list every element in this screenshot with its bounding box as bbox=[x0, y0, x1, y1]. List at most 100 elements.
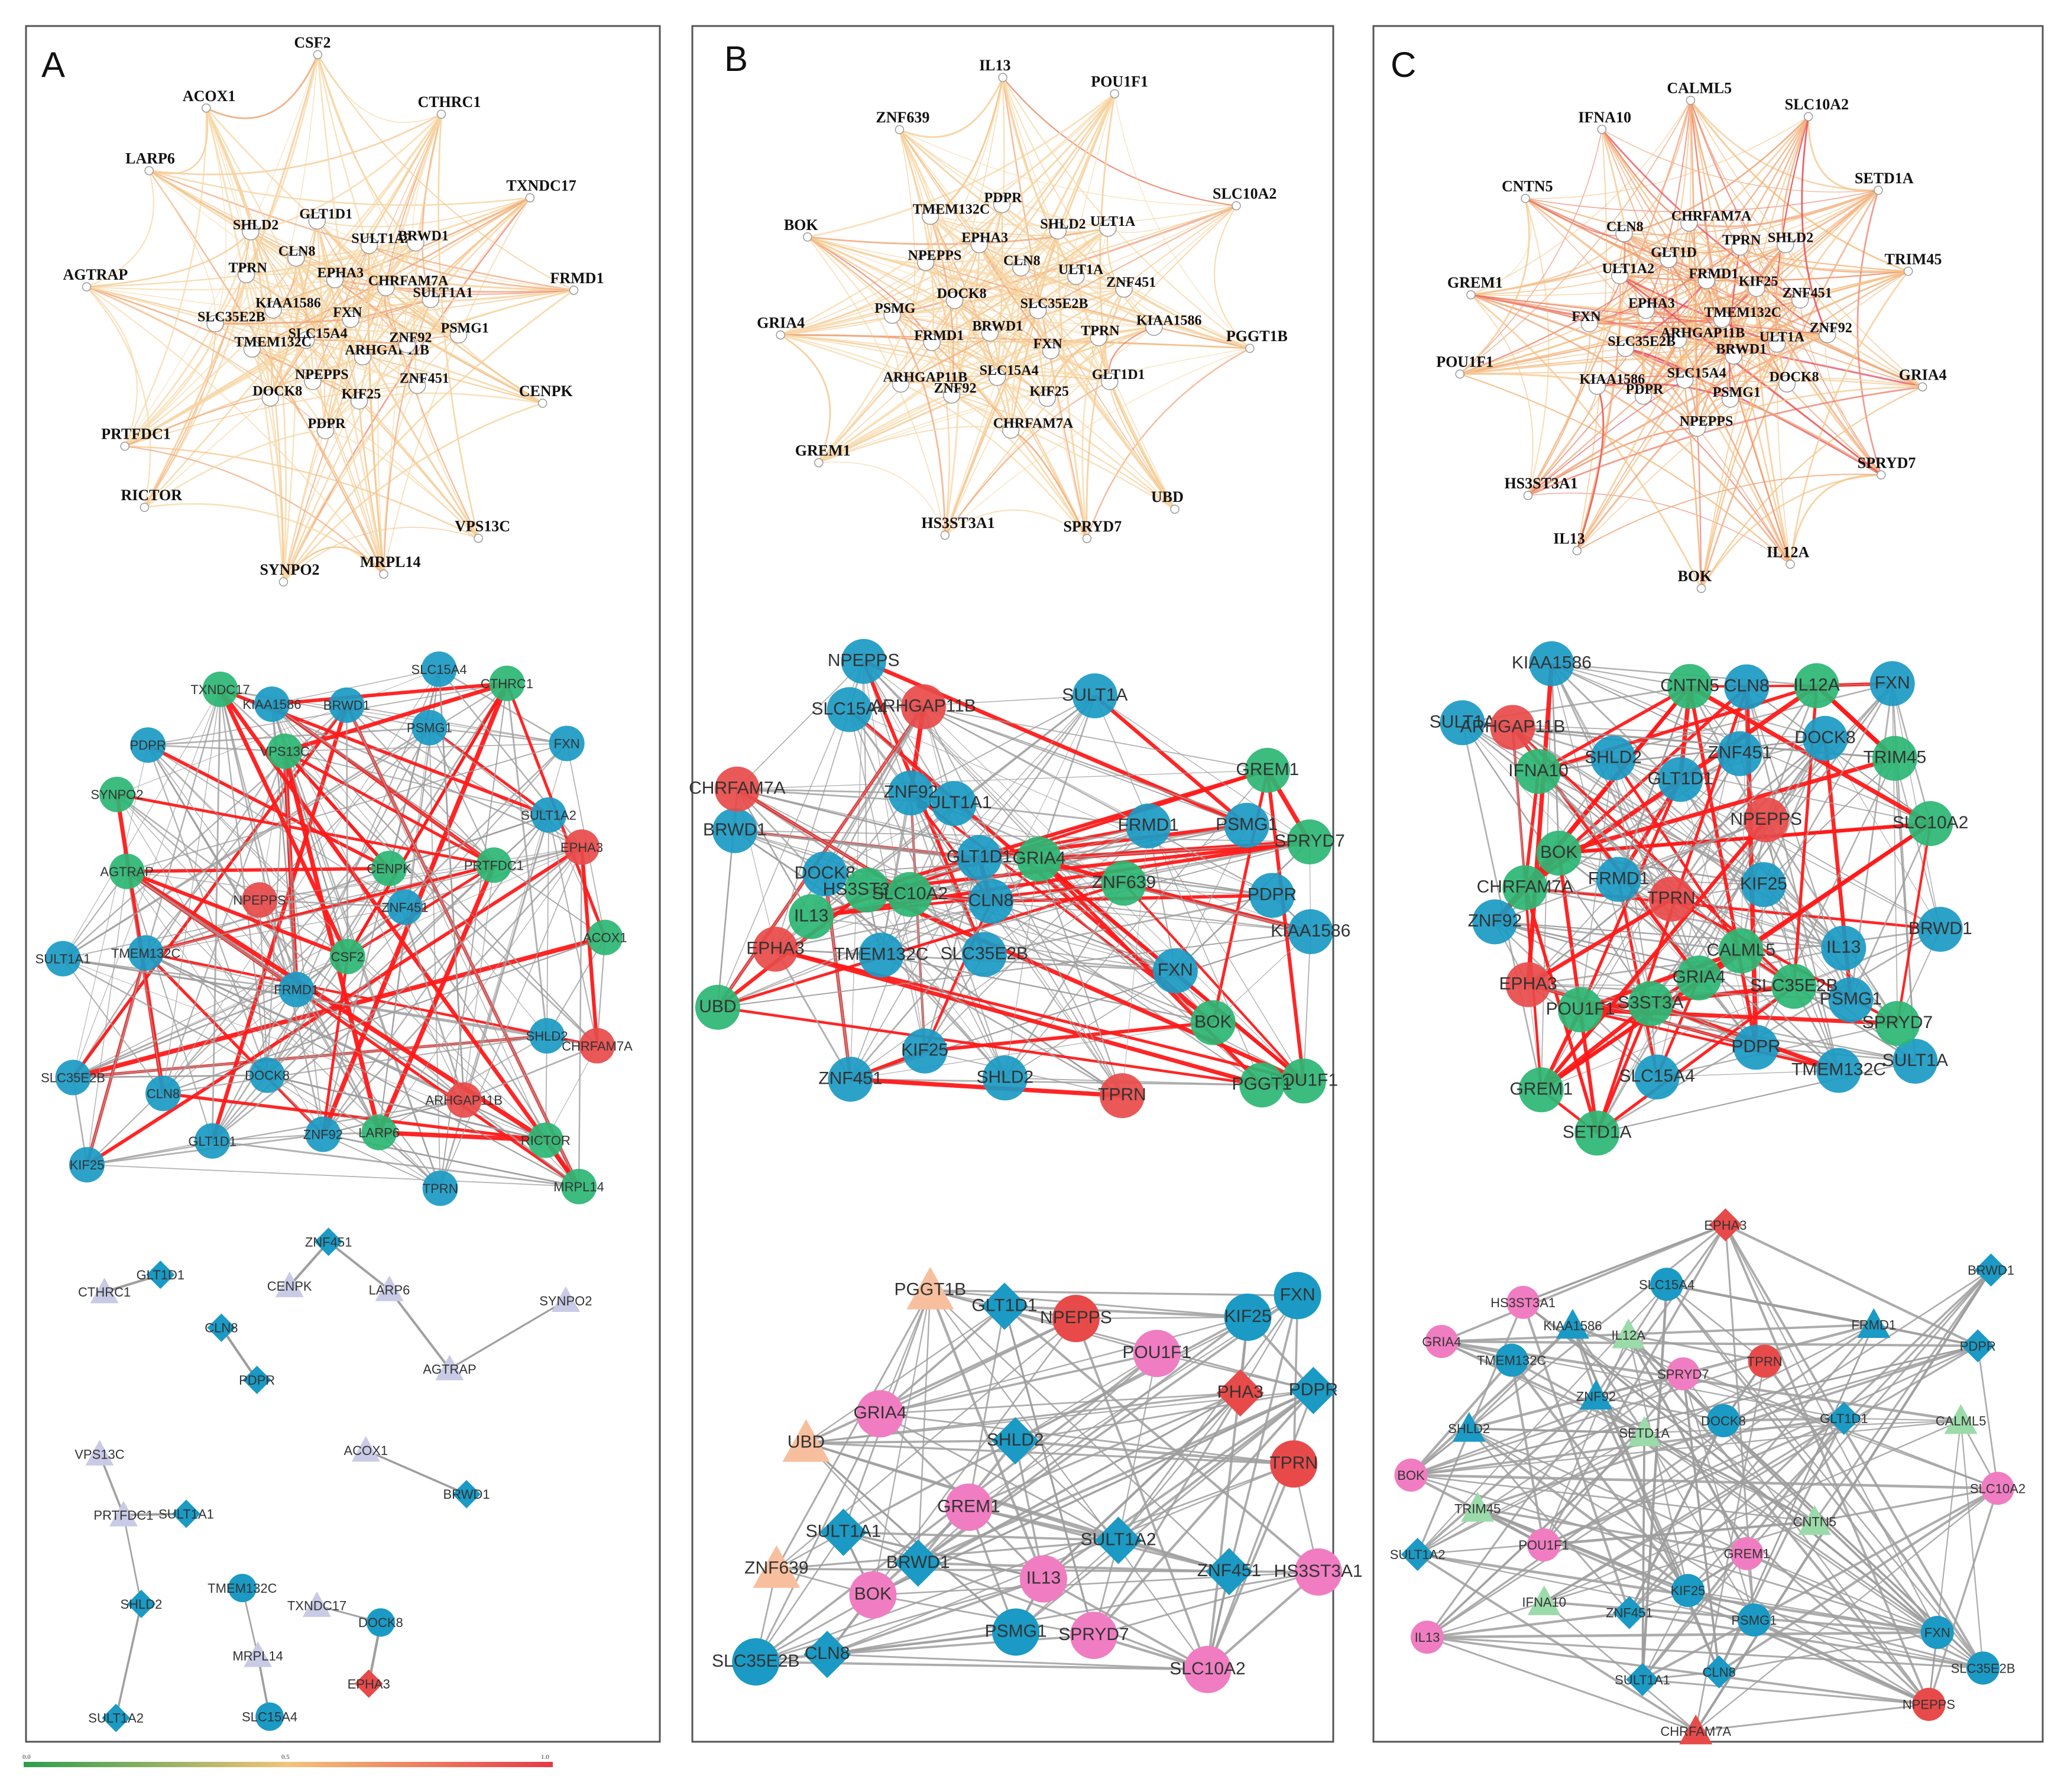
edge bbox=[322, 956, 349, 1135]
node-label-dock8: DOCK8 bbox=[795, 863, 856, 883]
edge bbox=[259, 900, 268, 1075]
edge bbox=[944, 377, 998, 536]
node-tmem132c bbox=[858, 932, 904, 978]
edge bbox=[205, 107, 459, 336]
node-label-glt1d1: GLT1D1 bbox=[299, 207, 352, 222]
edge bbox=[1525, 663, 1554, 985]
edge bbox=[506, 683, 548, 1036]
edge bbox=[930, 215, 1109, 236]
edge bbox=[259, 847, 582, 900]
node-label-trim45: TRIM45 bbox=[1454, 1501, 1501, 1516]
edge bbox=[951, 336, 1099, 396]
node-psmg bbox=[883, 306, 901, 324]
node-slc35e2b bbox=[1616, 339, 1635, 357]
node-label-tprn: TPRN bbox=[1722, 233, 1761, 248]
edge bbox=[1642, 1678, 1929, 1706]
scale-min-label: 0.0 bbox=[22, 1754, 31, 1761]
node-label-epha3: EPHA3 bbox=[1628, 296, 1675, 312]
edge bbox=[317, 54, 574, 291]
edge bbox=[1411, 1360, 1765, 1476]
edge bbox=[218, 688, 349, 958]
edge bbox=[86, 1099, 464, 1166]
edge bbox=[267, 1074, 546, 1142]
node-label-znf92: ZNF92 bbox=[1810, 320, 1852, 336]
node-slc10a2 bbox=[1803, 112, 1813, 121]
edge bbox=[439, 847, 582, 1189]
edge bbox=[1015, 1353, 1158, 1441]
edge bbox=[954, 299, 1052, 352]
edge bbox=[124, 323, 216, 447]
node-label-frmd1: FRMD1 bbox=[1588, 869, 1649, 888]
edge bbox=[126, 869, 348, 958]
node-label-cntn5: CNTN5 bbox=[1502, 178, 1553, 195]
edge bbox=[1625, 280, 1707, 349]
node-psmg1 bbox=[992, 1608, 1040, 1656]
node-label-pdpr: PDPR bbox=[1289, 1380, 1338, 1399]
edge bbox=[1543, 1417, 1845, 1603]
scale-mid-label: 0.5 bbox=[281, 1754, 290, 1761]
node-cenpk bbox=[537, 398, 547, 408]
edge bbox=[163, 1035, 547, 1094]
node-label-sult1a1: SULT1A1 bbox=[413, 285, 473, 300]
node-label-tprn: TPRN bbox=[1098, 1085, 1146, 1104]
node-label-bok: BOK bbox=[1397, 1468, 1425, 1483]
edge bbox=[892, 289, 1125, 316]
node-label-spryd7: SPRYD7 bbox=[1063, 518, 1122, 535]
edge bbox=[429, 197, 531, 300]
edge bbox=[1725, 1223, 1979, 1347]
edge bbox=[1628, 1334, 1765, 1363]
edge bbox=[899, 129, 955, 301]
edge bbox=[879, 1317, 1077, 1415]
edge bbox=[1775, 244, 1788, 384]
node-synpo2 bbox=[551, 1286, 580, 1313]
node-label-sult1a1: SULT1A1 bbox=[1615, 1673, 1670, 1687]
panel-a-top-network: CSF2 CTHRC1 TXNDC17 FRMD1 CENPK VPS13C MRPL14 S… bbox=[63, 34, 604, 586]
edge bbox=[1690, 100, 1791, 565]
edge bbox=[807, 236, 1155, 328]
edge bbox=[990, 900, 1176, 971]
edge bbox=[944, 300, 960, 536]
node-label-shld2: SHLD2 bbox=[526, 1029, 568, 1044]
node-label-il12a: IL12A bbox=[1793, 675, 1839, 695]
edge bbox=[1544, 1420, 1961, 1603]
edge bbox=[930, 205, 1237, 226]
edge bbox=[1003, 1305, 1320, 1573]
edge bbox=[1596, 985, 1795, 1135]
node-cthrc1 bbox=[489, 665, 525, 701]
edge bbox=[818, 348, 1250, 464]
node-label-rictor: RICTOR bbox=[121, 487, 182, 504]
node-s3st3a bbox=[1628, 981, 1673, 1026]
edge bbox=[1799, 189, 1879, 300]
node-label-slc15a4: SLC15A4 bbox=[980, 363, 1039, 378]
node-gria4 bbox=[1676, 955, 1722, 1001]
node-npepps bbox=[1912, 1687, 1946, 1721]
edge bbox=[1576, 129, 1607, 551]
node-ifna10 bbox=[1597, 125, 1607, 134]
edge bbox=[1697, 334, 1828, 429]
node-sult1a1 bbox=[931, 781, 977, 827]
edge bbox=[1540, 663, 1553, 1090]
node-cthrc1 bbox=[90, 1278, 119, 1304]
edge bbox=[1684, 333, 1828, 381]
edge bbox=[925, 261, 1250, 349]
edge bbox=[825, 841, 1310, 875]
node-label-tprn: TPRN bbox=[1647, 889, 1696, 908]
node-brwd1 bbox=[1917, 906, 1963, 952]
node-label-dock8: DOCK8 bbox=[252, 384, 302, 399]
edge bbox=[215, 197, 530, 325]
edge bbox=[1528, 492, 1791, 565]
edge bbox=[127, 867, 390, 873]
node-pdpr bbox=[1961, 1329, 1995, 1363]
edge bbox=[944, 276, 1077, 536]
edge bbox=[438, 669, 465, 1100]
node-label-znf451: ZNF451 bbox=[1707, 743, 1771, 763]
node-pou1f1 bbox=[1558, 987, 1603, 1033]
edge bbox=[325, 333, 459, 432]
edge bbox=[1625, 244, 1786, 349]
bottom-network-edges bbox=[1410, 1223, 1999, 1732]
edge bbox=[162, 751, 286, 1094]
edge bbox=[780, 334, 1012, 431]
edge bbox=[1427, 1636, 1929, 1706]
edge bbox=[145, 951, 598, 1047]
edge bbox=[1525, 198, 1828, 335]
